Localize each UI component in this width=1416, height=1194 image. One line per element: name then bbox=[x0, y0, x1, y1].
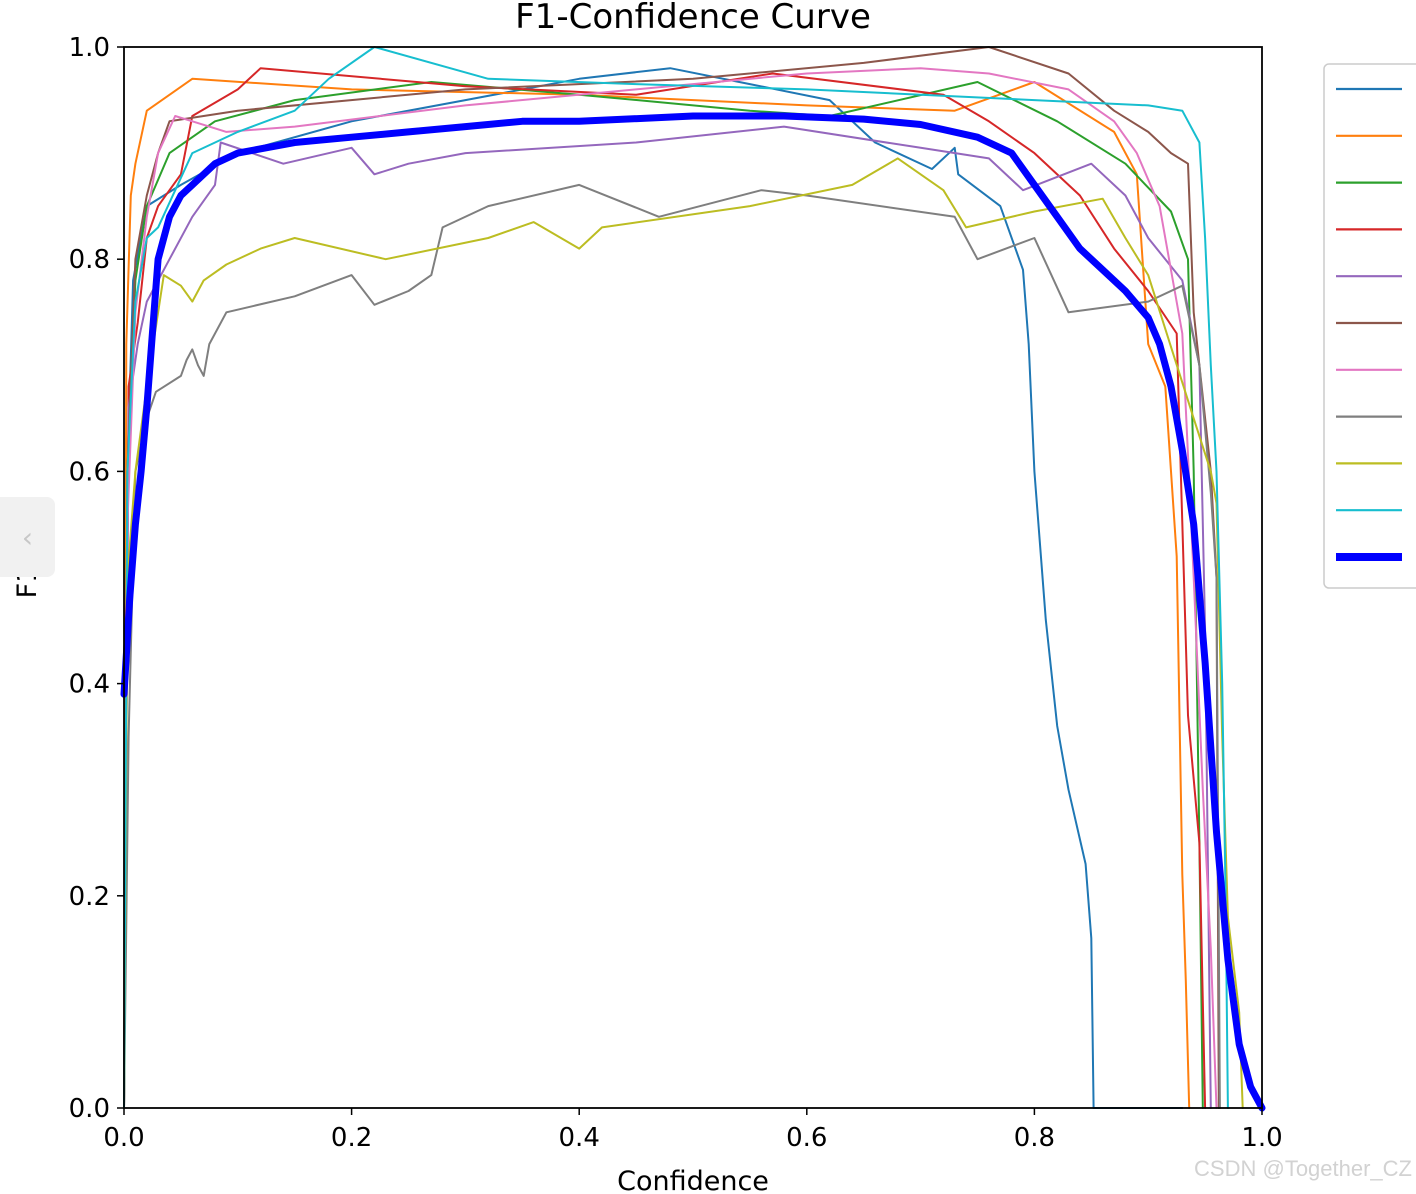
series-line-6 bbox=[123, 46, 1220, 1109]
plot-frame bbox=[123, 46, 1263, 1109]
series-layer bbox=[120, 46, 1266, 1112]
y-tick-label: 1.0 bbox=[69, 33, 110, 63]
series-line-11 bbox=[120, 112, 1266, 1112]
x-tick-label: 0.8 bbox=[1014, 1123, 1055, 1153]
collapse-sidebar-button[interactable]: ‹ bbox=[0, 497, 55, 577]
y-axis: 0.0 0.2 0.4 0.6 0.8 1.0 bbox=[69, 33, 124, 1124]
chevron-left-icon: ‹ bbox=[21, 520, 34, 554]
series-line-5 bbox=[123, 125, 1212, 1109]
x-axis: 0.0 0.2 0.4 0.6 0.8 1.0 bbox=[103, 1108, 1283, 1153]
series-line-3 bbox=[123, 81, 1204, 1109]
y-tick-label: 0.0 bbox=[69, 1094, 110, 1124]
y-tick-label: 0.4 bbox=[69, 670, 110, 700]
legend-box bbox=[1323, 63, 1416, 589]
y-tick-label: 0.8 bbox=[69, 245, 110, 275]
watermark: CSDN @Together_CZ bbox=[1194, 1156, 1412, 1181]
chart-title: F1-Confidence Curve bbox=[515, 0, 871, 37]
series-line-4 bbox=[123, 67, 1207, 1109]
x-tick-label: 0.0 bbox=[103, 1123, 144, 1153]
x-tick-label: 1.0 bbox=[1241, 1123, 1282, 1153]
series-line-2 bbox=[123, 77, 1191, 1109]
series-line-1 bbox=[123, 67, 1184, 1109]
x-tick-label: 0.4 bbox=[559, 1123, 600, 1153]
y-tick-label: 0.2 bbox=[69, 882, 110, 912]
series-line-8 bbox=[123, 183, 1221, 1109]
series-line-7 bbox=[123, 67, 1218, 1109]
legend bbox=[1323, 63, 1416, 589]
series-line-10 bbox=[123, 46, 1229, 1109]
x-axis-label: Confidence bbox=[617, 1166, 769, 1194]
x-tick-label: 0.6 bbox=[786, 1123, 827, 1153]
y-tick-label: 0.6 bbox=[69, 457, 110, 487]
series-line-9 bbox=[123, 157, 1244, 1109]
x-tick-label: 0.2 bbox=[331, 1123, 372, 1153]
